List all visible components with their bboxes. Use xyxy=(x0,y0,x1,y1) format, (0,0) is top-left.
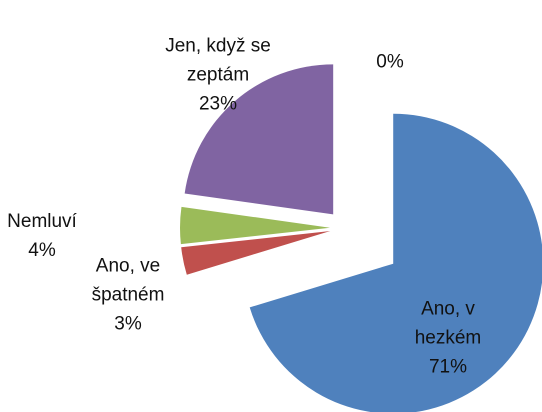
pie-slice xyxy=(249,113,542,412)
data-label: Ano, v hezkém 71% xyxy=(393,295,503,382)
data-label: Nemluví 4% xyxy=(0,207,92,265)
category-label: Ano, v hezkém xyxy=(414,298,482,349)
value-label: 23% xyxy=(198,93,238,115)
value-label: 3% xyxy=(114,313,142,335)
data-label: 0% xyxy=(360,48,420,77)
pie-slice xyxy=(184,64,334,215)
data-label: Ano, ve špatném 3% xyxy=(78,252,178,339)
category-label: Ano, ve špatném xyxy=(91,255,165,306)
value-label: 0% xyxy=(376,51,404,73)
value-label: 4% xyxy=(28,240,56,261)
data-label: Jen, když se zeptám 23% xyxy=(153,32,283,119)
value-label: 71% xyxy=(428,356,468,378)
category-label: Nemluví xyxy=(7,211,77,232)
pie-slice xyxy=(180,206,331,245)
category-label: Jen, když se zeptám xyxy=(165,35,271,86)
pie-slice xyxy=(181,231,331,275)
